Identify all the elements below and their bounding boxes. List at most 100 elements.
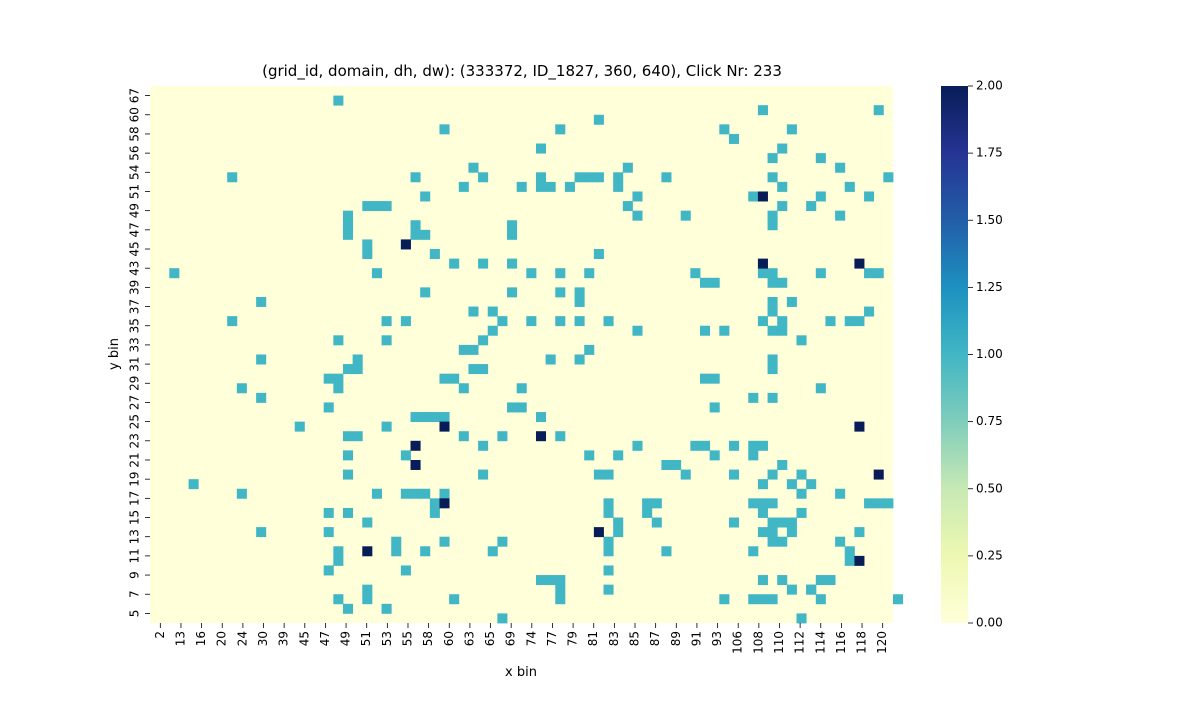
heatmap-cell-max	[757, 258, 768, 269]
heatmap-cell	[700, 325, 711, 336]
heatmap-cell	[728, 133, 740, 144]
heatmap-cell	[169, 268, 180, 279]
heatmap-cell	[323, 565, 334, 576]
heatmap-cell	[381, 335, 392, 346]
heatmap-cell-max	[873, 469, 884, 480]
heatmap-cell	[777, 316, 788, 327]
heatmap-cell	[815, 268, 826, 279]
heatmap-cell	[796, 335, 807, 346]
heatmap-cell	[767, 517, 778, 528]
heatmap-cell	[362, 249, 373, 260]
heatmap-cell	[333, 546, 344, 557]
heatmap-cell	[256, 296, 267, 307]
y-tick-label: 58	[128, 126, 142, 141]
y-tick-label: 21	[128, 452, 142, 467]
x-tick-label: 120	[875, 631, 889, 654]
y-tick-label: 25	[128, 414, 142, 429]
heatmap-cell	[806, 201, 817, 212]
heatmap-cell	[748, 191, 759, 202]
x-tick-label: 110	[772, 631, 786, 654]
heatmap-cell	[748, 594, 759, 605]
y-tick-label: 45	[128, 241, 142, 256]
colorbar-tick-label: 1.25	[976, 280, 1003, 294]
heatmap-cell	[603, 469, 614, 480]
heatmap-cell	[864, 268, 875, 279]
heatmap-cell	[622, 201, 633, 212]
heatmap-cell	[757, 105, 768, 116]
heatmap-cell	[835, 210, 846, 221]
heatmap-cell	[429, 507, 440, 518]
heatmap-cell	[757, 507, 768, 518]
heatmap-cell	[236, 488, 247, 499]
heatmap-cell	[767, 268, 778, 279]
heatmap-cell-max	[362, 546, 373, 557]
y-tick-label: 31	[128, 356, 142, 371]
y-tick-label: 11	[128, 548, 142, 563]
heatmap-cell	[352, 431, 363, 442]
heatmap-cell	[796, 488, 807, 499]
heatmap-cell	[256, 354, 267, 365]
heatmap-cell	[777, 459, 788, 470]
heatmap-cell	[796, 507, 807, 518]
heatmap-cell	[815, 594, 826, 605]
heatmap-cell	[767, 153, 778, 164]
x-tick-label: 53	[380, 631, 394, 646]
heatmap-cell	[381, 421, 392, 432]
heatmap-cell	[864, 306, 875, 317]
y-axis-ticks: 67 60 58 56 54 51 49 47 45 43 39 37 35 33 31 29 27 25 23 21…	[128, 88, 150, 617]
heatmap-cell	[555, 431, 566, 442]
heatmap-cell	[420, 412, 431, 423]
heatmap-cell	[854, 527, 865, 538]
heatmap-cell	[873, 498, 884, 509]
x-tick-label: 45	[297, 631, 311, 646]
y-tick-label: 49	[128, 203, 142, 218]
x-tick-label: 77	[545, 631, 559, 646]
heatmap-cell	[545, 575, 556, 586]
heatmap-cell	[786, 479, 797, 490]
x-tick-label: 13	[173, 631, 187, 646]
heatmap-cell-max	[439, 498, 450, 509]
heatmap-cell	[342, 431, 354, 442]
heatmap-cell	[757, 316, 768, 327]
heatmap-cell	[757, 575, 768, 586]
heatmap-cell	[642, 498, 653, 509]
x-tick-label: 2	[153, 631, 167, 639]
heatmap-cell	[458, 181, 469, 192]
heatmap-cell	[642, 507, 653, 518]
heatmap-cell	[767, 392, 778, 403]
heatmap-cell	[420, 191, 431, 202]
heatmap-cell	[342, 469, 354, 480]
y-tick-label: 19	[128, 472, 142, 487]
heatmap-cell	[661, 172, 672, 183]
heatmap-cell	[777, 575, 788, 586]
heatmap-cell	[719, 594, 730, 605]
heatmap-cell	[767, 210, 778, 221]
heatmap-cell	[507, 220, 518, 231]
heatmap-cell	[497, 316, 508, 327]
heatmap-cell	[478, 440, 489, 451]
x-tick-label: 89	[669, 631, 683, 646]
heatmap-cell	[700, 440, 711, 451]
heatmap-cell	[342, 220, 354, 231]
heatmap-cell	[844, 546, 855, 557]
y-tick-label: 29	[128, 376, 142, 391]
heatmap-cell	[256, 392, 267, 403]
y-tick-label: 47	[128, 222, 142, 237]
x-tick-label: 49	[339, 631, 353, 646]
heatmap-cell	[777, 325, 788, 336]
heatmap-cell	[786, 584, 797, 595]
heatmap-cell	[420, 229, 431, 240]
heatmap-cell	[873, 105, 884, 116]
heatmap-cell	[603, 536, 614, 547]
heatmap-cell	[864, 498, 875, 509]
heatmap-cell	[371, 201, 382, 212]
heatmap-cell	[352, 364, 363, 375]
heatmap-cell	[748, 440, 759, 451]
heatmap-cell	[613, 527, 624, 538]
heatmap-cell	[381, 603, 392, 614]
heatmap-cell	[439, 536, 450, 547]
heatmap-cell	[767, 325, 778, 336]
colorbar-tick-label: 1.75	[976, 146, 1003, 160]
y-tick-label: 33	[128, 337, 142, 352]
x-tick-label: 58	[421, 631, 435, 646]
